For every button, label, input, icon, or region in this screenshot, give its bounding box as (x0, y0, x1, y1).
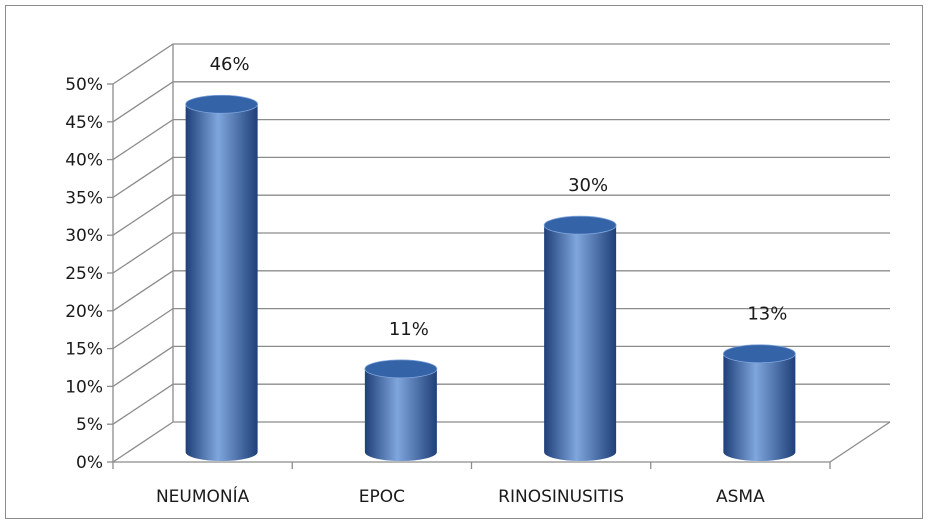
bar (185, 94, 259, 462)
y-tick-label: 40% (65, 151, 103, 171)
bar-layer (185, 94, 796, 462)
bar (543, 215, 617, 461)
y-tick-label: 45% (65, 113, 103, 133)
y-tick-label: 20% (65, 302, 103, 322)
category-label: EPOC (359, 487, 405, 507)
data-label: 13% (747, 304, 787, 325)
bar-body (544, 225, 617, 461)
bar-body (185, 104, 258, 462)
bar (364, 359, 438, 461)
category-label: RINOSINUSITIS (498, 487, 624, 507)
category-label: NEUMONÍA (156, 485, 250, 507)
y-tick-label: 50% (65, 75, 103, 95)
bar-top (185, 94, 259, 114)
bar-body (723, 353, 796, 461)
y-tick-label: 5% (76, 415, 103, 435)
y-tick-label: 25% (65, 264, 103, 284)
y-tick-label: 0% (76, 453, 103, 473)
axis-layer (107, 44, 891, 469)
y-tick-label: 15% (65, 340, 103, 360)
data-label: 46% (210, 54, 250, 75)
y-tick-label: 35% (65, 188, 103, 208)
bar-body (364, 368, 437, 461)
bar-top (543, 215, 617, 235)
data-label: 30% (568, 175, 608, 196)
bar-top (722, 344, 796, 364)
label-layer: 0% 5% 10% 15% 20% 25% 30% 35% 40% 45% 50% 46% NEUMON… (65, 54, 787, 507)
y-tick-label: 30% (65, 226, 103, 246)
category-label: ASMA (716, 487, 765, 507)
y-tick-label: 10% (65, 377, 103, 397)
bar-top (364, 359, 438, 379)
bar (722, 344, 796, 461)
data-label: 11% (389, 319, 429, 340)
